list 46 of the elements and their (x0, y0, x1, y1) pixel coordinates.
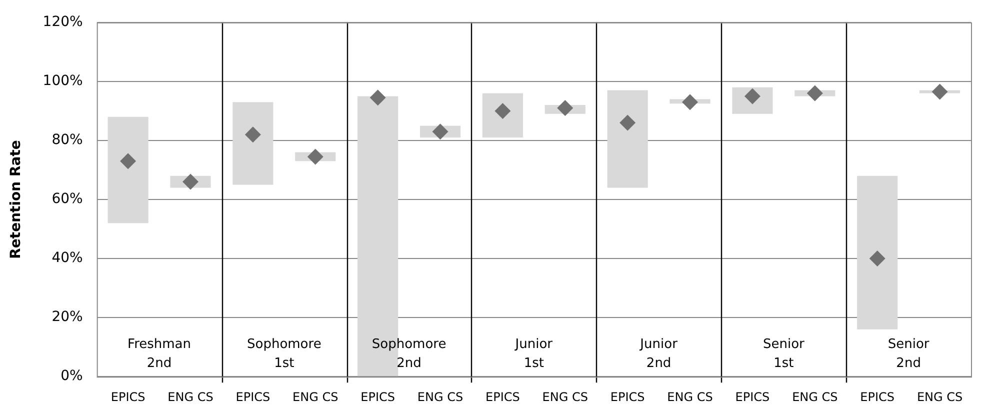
annotation: Freshman 2nd (128, 336, 192, 371)
x-tick-label: ENG CS (916, 390, 963, 404)
point (244, 126, 261, 143)
point (620, 114, 636, 131)
x-tick-label: ENG CS (168, 390, 214, 404)
x-tick-label: EPICS (360, 390, 395, 404)
x-tick-label: EPICS (735, 390, 770, 404)
y-tick-label: 60% (52, 191, 83, 208)
x-tick-label: EPICS (860, 390, 895, 404)
x-tick-label: ENG CS (292, 390, 338, 404)
point (182, 174, 198, 190)
bar (108, 116, 148, 224)
annotation: Junior 2nd (639, 336, 678, 371)
x-tick-label: EPICS (610, 390, 645, 404)
x-tick-label: EPICS (486, 390, 520, 404)
x-tick-label: EPICS (110, 390, 146, 404)
point (557, 100, 574, 116)
y-tick-label: 80% (52, 132, 83, 148)
x-tick-label: EPICS (236, 390, 270, 404)
bar (482, 93, 523, 138)
annotation: Sophomore 1st (246, 336, 322, 371)
y-tick-label: 20% (52, 309, 83, 326)
point (432, 124, 448, 140)
x-tick-label: ENG CS (792, 390, 838, 404)
annotation: Sophomore 2nd (372, 336, 446, 371)
y-tick-label: 40% (52, 250, 83, 266)
point (307, 148, 324, 165)
annotation: Senior 1st (762, 336, 806, 371)
x-tick-label: ENG CS (667, 390, 713, 404)
point (120, 153, 136, 170)
x-tick-label: ENG CS (417, 390, 464, 404)
y-tick-label: 100% (42, 73, 83, 90)
bar (607, 90, 648, 188)
bar (232, 102, 274, 185)
x-tick-label: ENG CS (542, 390, 588, 404)
point (932, 84, 948, 100)
bar (857, 176, 898, 330)
annotation: Junior 1st (514, 336, 554, 371)
point (806, 85, 823, 102)
point (682, 94, 698, 110)
y-axis-title: Retention Rate (8, 140, 24, 259)
y-tick-label: 0% (60, 368, 83, 384)
point (869, 250, 886, 267)
point (370, 90, 386, 106)
y-tick-label: 120% (42, 14, 83, 30)
annotation: Senior 2nd (888, 336, 930, 371)
